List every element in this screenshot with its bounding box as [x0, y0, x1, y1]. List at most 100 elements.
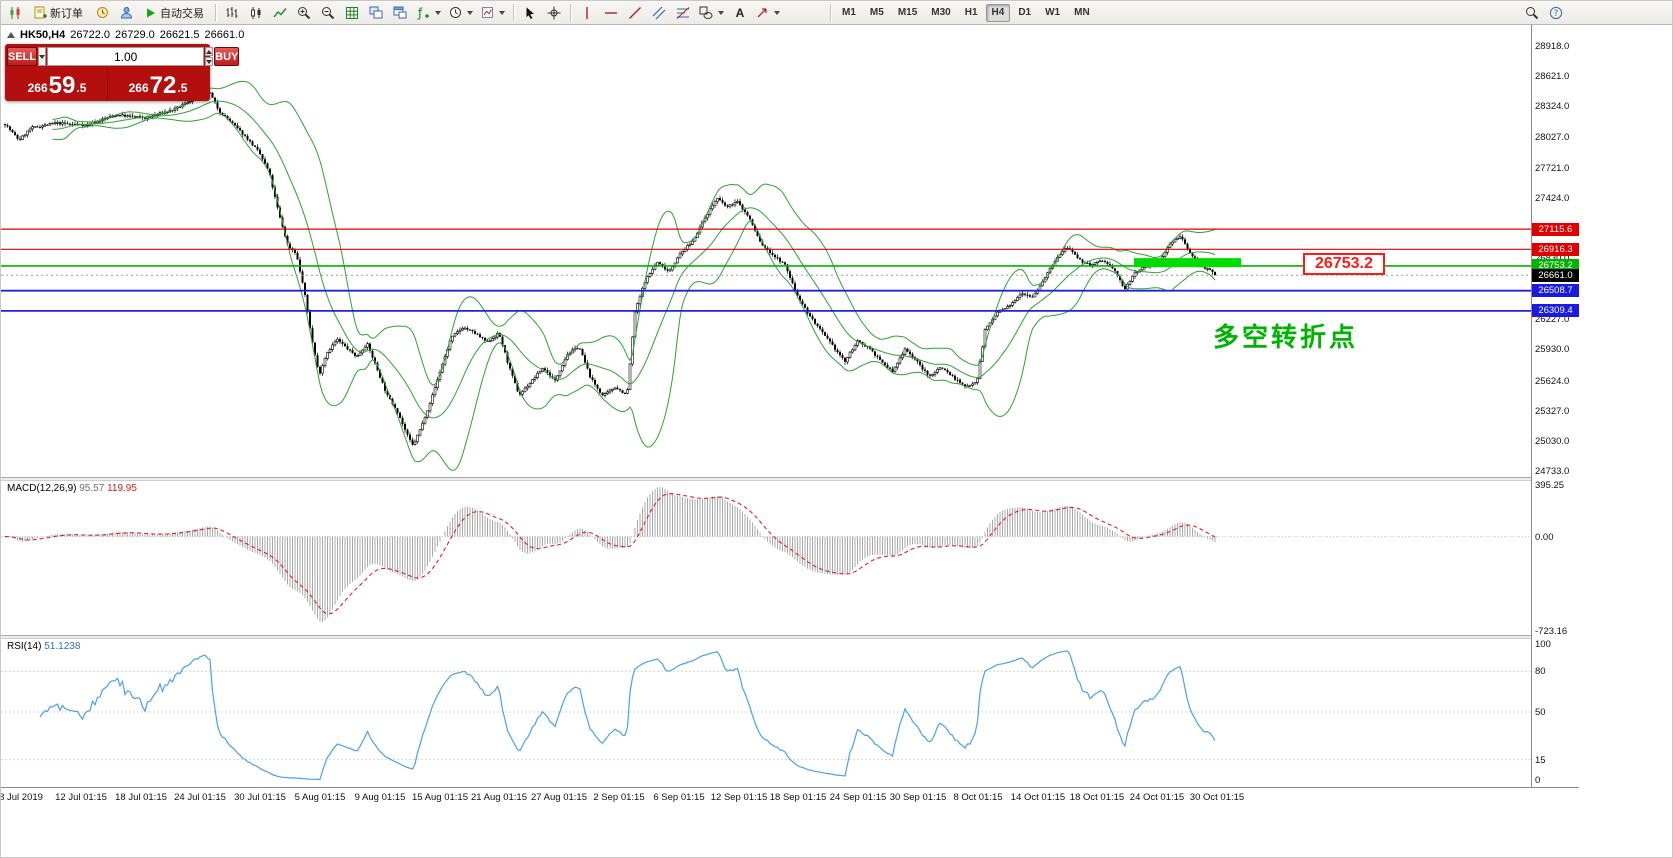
panel-divider[interactable] [1, 477, 1579, 481]
line-chart-type-button[interactable] [269, 3, 291, 23]
tile-windows-button[interactable] [365, 3, 387, 23]
macd-main-value: 95.57 [79, 483, 105, 494]
autotrading-button[interactable]: 自动交易 [139, 3, 210, 23]
grid-button[interactable] [341, 3, 363, 23]
chevron-up-icon [206, 49, 213, 54]
zoom-out-button[interactable] [317, 3, 339, 23]
cascade-windows-button[interactable] [389, 3, 411, 23]
bollinger-upper [52, 80, 1216, 386]
time-label: 12 Jul 01:15 [55, 792, 107, 803]
price-tag: 26753.2 [1532, 259, 1579, 272]
crosshair-tool-button[interactable] [543, 3, 565, 23]
chevron-down-icon [467, 10, 473, 15]
cursor-icon [526, 6, 534, 19]
timeframe-w1-button[interactable]: W1 [1045, 7, 1061, 18]
one-click-trading-panel: SELL BUY 266 59 .5 266 72 .5 [5, 44, 240, 101]
fibonacci-tool-button[interactable] [672, 3, 694, 23]
toolbar-separator [513, 4, 514, 21]
price-tick-label: 25030.0 [1535, 436, 1570, 447]
chevron-down-icon [435, 10, 441, 15]
sell-button[interactable]: SELL [7, 47, 38, 66]
volume-decrease-button[interactable] [205, 57, 214, 66]
autotrading-play-icon [147, 8, 155, 17]
rsi-axis-label: 15 [1535, 755, 1546, 766]
toolbar: 新订单 自动交易 [1, 1, 1672, 25]
sell-price-suffix: .5 [76, 81, 87, 95]
volume-increase-button[interactable] [205, 47, 214, 56]
cursor-tool-button[interactable] [519, 3, 541, 23]
price-tag: 27115.6 [1532, 223, 1579, 236]
timeframe-m30-button[interactable]: M30 [931, 7, 951, 18]
rsi-panel[interactable] [1, 639, 1531, 787]
price-tag: 26508.7 [1532, 284, 1579, 297]
toolbar-separator [570, 4, 571, 21]
one-click-toggle-icon[interactable] [7, 32, 15, 38]
timeframe-m5-button[interactable]: M5 [869, 7, 884, 18]
arrows-tool-button[interactable] [753, 3, 783, 23]
time-label: 12 Sep 01:15 [710, 792, 768, 803]
timeframe-m1-button[interactable]: M1 [842, 7, 856, 18]
help-button[interactable]: ? [1545, 3, 1567, 23]
chevron-down-icon [39, 54, 46, 59]
time-axis[interactable]: 8 Jul 2019 12 Jul 01:15 18 Jul 01:15 24 Jul… [1, 787, 1579, 807]
periods-button[interactable] [446, 3, 476, 23]
history-button[interactable] [91, 3, 113, 23]
buy-button[interactable]: BUY [214, 47, 240, 66]
vertical-line-tool-button[interactable] [576, 3, 598, 23]
accounts-button[interactable] [115, 3, 137, 23]
timeframe-h1-button[interactable]: H1 [964, 7, 978, 18]
macd-axis-label: 395.25 [1535, 480, 1565, 491]
autotrading-label: 自动交易 [160, 7, 204, 20]
time-label: 21 Aug 01:15 [471, 792, 527, 803]
timeframe-d1-button[interactable]: D1 [1018, 7, 1032, 18]
indicators-button[interactable]: ƒ [413, 3, 444, 23]
price-tick-label: 27721.0 [1535, 163, 1570, 174]
timeframe-mn-button[interactable]: MN [1074, 7, 1090, 18]
new-chart-button[interactable] [4, 3, 26, 23]
price-level-callout[interactable]: 26753.2 [1303, 253, 1385, 275]
toolbar-separator [830, 4, 831, 21]
time-label: 8 Oct 01:15 [953, 792, 1003, 803]
new-order-button[interactable]: 新订单 [28, 3, 89, 23]
search-button[interactable] [1521, 3, 1543, 23]
bar-chart-type-button[interactable] [221, 3, 243, 23]
macd-panel[interactable] [1, 481, 1531, 635]
time-label: 18 Jul 01:15 [115, 792, 167, 803]
channel-tool-button[interactable] [648, 3, 670, 23]
sell-price[interactable]: 266 59 .5 [7, 67, 107, 99]
price-divider [107, 67, 108, 99]
trendline-tool-button[interactable] [624, 3, 646, 23]
rsi-axis-label: 50 [1535, 707, 1546, 718]
time-label: 8 Jul 2019 [0, 792, 43, 803]
high-value: 26729.0 [115, 29, 155, 41]
candlestick-type-button[interactable] [245, 3, 267, 23]
timeframe-m15-button[interactable]: M15 [897, 7, 918, 18]
price-tick-label: 25624.0 [1535, 376, 1570, 387]
tile-windows-icon [369, 6, 383, 18]
help-icon: ? [1549, 6, 1563, 19]
zoom-out-icon [322, 6, 335, 19]
timeframe-h4-button[interactable]: H4 [985, 3, 1011, 22]
rsi-axis-label: 100 [1535, 639, 1551, 650]
sell-options-dropdown[interactable] [38, 47, 47, 66]
price-tag: 26916.3 [1532, 243, 1579, 256]
price-axis[interactable]: 28918.0 28621.0 28324.0 28027.0 27721.0 27424… [1531, 25, 1579, 787]
time-label: 18 Oct 01:15 [1069, 792, 1125, 803]
main-chart[interactable] [1, 25, 1531, 477]
time-label: 2 Sep 01:15 [593, 792, 645, 803]
panel-divider[interactable] [1, 635, 1579, 639]
buy-price[interactable]: 266 72 .5 [108, 67, 208, 99]
shapes-icon [699, 6, 713, 19]
horizontal-line-tool-button[interactable] [600, 3, 622, 23]
rsi-label: RSI(14) 51.1238 [7, 641, 80, 652]
templates-button[interactable] [478, 3, 508, 23]
zoom-in-icon [298, 6, 311, 19]
zoom-in-button[interactable] [293, 3, 315, 23]
price-tick-label: 24733.0 [1535, 466, 1570, 477]
time-label: 24 Sep 01:15 [829, 792, 887, 803]
cascade-windows-icon [393, 6, 407, 18]
shapes-tool-button[interactable] [696, 3, 727, 23]
volume-input[interactable] [47, 47, 205, 66]
text-tool-button[interactable]: A [729, 3, 751, 23]
price-tick-label: 28918.0 [1535, 41, 1570, 52]
